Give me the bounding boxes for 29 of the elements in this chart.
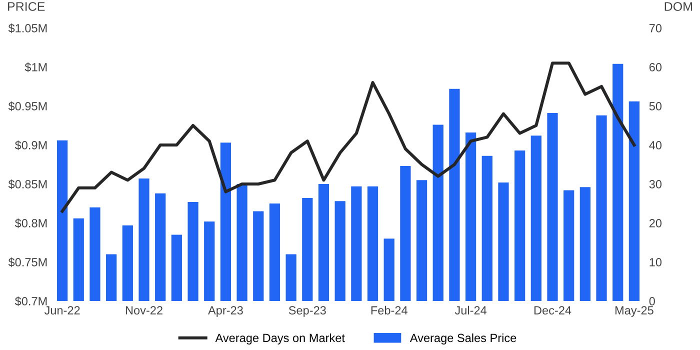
y-tick-label: $1M	[24, 62, 47, 72]
line-series	[60, 62, 636, 213]
y-tick-label: $0.7M	[14, 296, 47, 306]
x-tick-label: Feb-24	[371, 306, 408, 315]
y2-tick-label: 70	[649, 24, 662, 32]
y2-tick-label: 60	[649, 63, 662, 72]
x-tick-label: Sep-23	[288, 306, 326, 317]
legend-label: Average Days on Market	[215, 333, 345, 344]
y-tick-label: $1.05M	[8, 24, 47, 34]
legend-label: Average Sales Price	[410, 333, 516, 344]
x-tick-label: Nov-22	[126, 306, 162, 315]
y-tick-label: $0.95M	[8, 102, 47, 112]
x-tick-label: Jun-22	[44, 306, 80, 315]
y2-tick-label: 10	[650, 258, 662, 266]
x-tick-label: Jul-24	[454, 306, 487, 315]
y2-axis-title: DOM	[664, 2, 692, 11]
y2-tick-label: 50	[649, 102, 662, 110]
y-axis-title: PRICE	[8, 2, 45, 11]
y2-tick-label: 20	[649, 219, 662, 228]
y2-tick-label: 0	[649, 297, 655, 306]
y-tick-label: $0.85M	[8, 180, 47, 190]
x-tick-label: Dec-24	[534, 306, 572, 315]
y-tick-label: $0.8M	[14, 218, 47, 228]
y2-tick-label: 30	[649, 180, 662, 188]
x-tick-label: May-25	[615, 306, 654, 317]
y2-tick-label: 40	[649, 141, 662, 150]
y-tick-label: $0.9M	[14, 140, 47, 150]
y-tick-label: $0.75M	[8, 258, 47, 268]
x-tick-label: Apr-23	[208, 306, 243, 317]
